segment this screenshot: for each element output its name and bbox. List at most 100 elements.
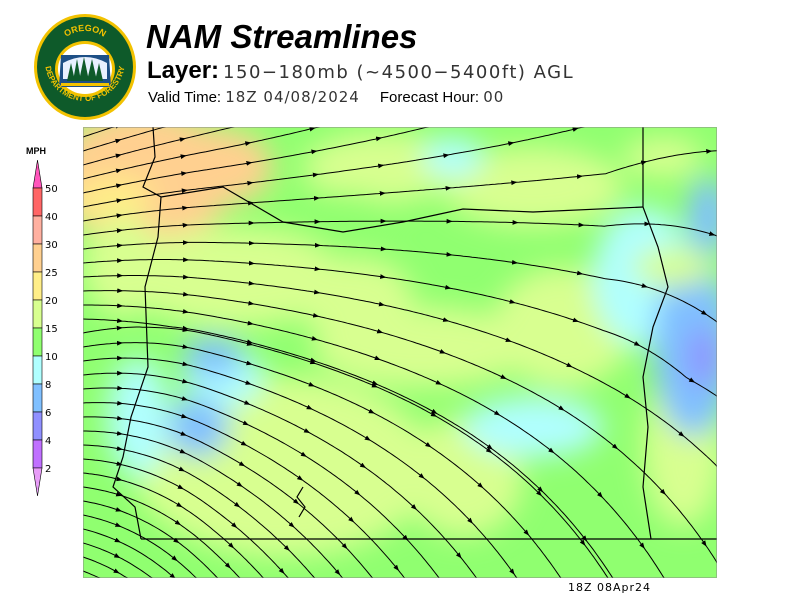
streamline-arrow: [244, 141, 252, 146]
streamline: [83, 542, 153, 578]
forecast-hour-label: Forecast Hour:: [379, 89, 480, 106]
streamline-arrow: [246, 360, 253, 366]
wind-speed-area: [443, 147, 623, 227]
streamline-arrow: [179, 448, 186, 454]
wind-speed-area: [83, 177, 153, 217]
streamline-arrow: [181, 396, 188, 401]
streamline-arrow: [485, 447, 493, 454]
streamline-arrow: [182, 361, 189, 367]
streamline-arrow: [523, 529, 530, 536]
streamline-arrow: [312, 312, 320, 318]
streamline-arrow: [374, 355, 381, 360]
streamline-arrow: [179, 137, 186, 143]
streamline-arrow: [114, 537, 121, 543]
streamline: [83, 514, 197, 578]
streamline-arrow: [402, 534, 409, 541]
streamline-arrow: [348, 516, 355, 523]
streamline-arrow: [173, 537, 180, 544]
streamline-arrow: [376, 328, 384, 334]
streamline: [83, 416, 374, 578]
forecast-hour-value: 00: [483, 88, 505, 106]
streamline-arrow: [238, 461, 246, 467]
streamline-arrow: [309, 127, 316, 132]
streamline-arrow: [633, 341, 641, 346]
streamline-arrow: [115, 507, 122, 512]
streamline-arrow: [236, 481, 243, 487]
wind-speed-area: [653, 257, 717, 437]
colorbar-bin-2_4: [32, 439, 43, 469]
streamline-arrow: [477, 482, 484, 489]
streamline-arrow: [228, 542, 235, 549]
valid-time-value: 18Z 04/08/2024: [225, 88, 360, 106]
streamline-arrow: [378, 301, 385, 307]
colorbar-bin-20_25: [32, 271, 43, 301]
wind-speed-area: [313, 307, 533, 387]
streamline-arrow: [116, 446, 123, 451]
streamline-arrow: [509, 568, 515, 575]
wind-speed-area: [688, 177, 717, 257]
colorbar-bin-40_50: [32, 187, 43, 217]
colorbar-unit: MPH: [26, 146, 46, 156]
colorbar-bin-25_30: [32, 243, 43, 273]
streamline-arrow: [246, 341, 253, 346]
wind-speed-area: [168, 397, 228, 457]
streamline-arrow: [177, 484, 184, 490]
streamline-arrow: [493, 410, 501, 416]
colorbar-bin-15_20: [32, 299, 43, 329]
colorbar-bin-4_6: [32, 411, 43, 441]
streamline: [83, 127, 321, 180]
colorbar-tick-label: 8: [45, 380, 51, 391]
streamline-arrow: [700, 309, 708, 316]
wind-speed-area: [153, 127, 273, 207]
streamline-arrow: [180, 154, 187, 159]
streamline-arrow: [507, 141, 515, 146]
wind-speed-area: [633, 247, 713, 287]
streamline: [83, 220, 717, 237]
streamline-arrow: [558, 405, 565, 411]
streamline-arrow: [425, 442, 432, 448]
streamline-arrow: [113, 553, 121, 558]
streamline: [83, 150, 717, 222]
border-wa-or-river: [160, 186, 644, 233]
streamline-arrow: [178, 466, 185, 472]
colorbar-tick-label: 25: [45, 268, 58, 279]
streamline: [83, 444, 316, 578]
streamline-arrow: [364, 435, 371, 441]
streamline-arrow: [116, 461, 123, 466]
streamline: [83, 570, 101, 578]
streamline-arrow: [311, 149, 318, 155]
streamline-arrow: [435, 379, 442, 385]
streamline-arrow: [418, 473, 425, 479]
streamline-arrow: [115, 183, 123, 189]
colorbar-tick-label: 10: [45, 352, 58, 363]
colorbar-under-triangle: [32, 467, 43, 497]
colorbar-tick-label: 40: [45, 212, 58, 223]
streamline-arrow: [579, 539, 586, 546]
streamline-arrow: [181, 378, 189, 384]
streamline-arrow: [611, 443, 619, 450]
streamline: [83, 259, 717, 397]
streamline-arrow: [180, 413, 188, 419]
streamline-arrow: [296, 475, 304, 481]
streamline-arrow: [115, 491, 123, 497]
colorbar-tick-label: 30: [45, 240, 58, 251]
streamline-arrow: [444, 284, 452, 290]
streamline: [83, 458, 289, 578]
streamline-arrow: [114, 138, 122, 144]
layer-info: Layer: 150−180mb (~4500−5400ft) AGL: [147, 57, 574, 85]
streamline-arrow: [341, 543, 348, 550]
streamline-arrow: [659, 488, 666, 495]
streamline-arrow: [536, 490, 542, 497]
streamline-arrow: [572, 317, 579, 323]
streamline-arrow: [576, 270, 584, 276]
streamline-arrow: [174, 519, 182, 526]
streamline-arrow: [375, 136, 383, 142]
streamline-arrow: [572, 127, 579, 132]
wind-speed-area: [688, 327, 717, 387]
page-title: NAM Streamlines: [146, 18, 418, 55]
streamline-arrow: [182, 344, 189, 349]
streamline-arrow: [169, 573, 176, 578]
streamline: [83, 127, 235, 166]
streamline-arrow: [283, 545, 290, 551]
streamline: [83, 275, 717, 467]
